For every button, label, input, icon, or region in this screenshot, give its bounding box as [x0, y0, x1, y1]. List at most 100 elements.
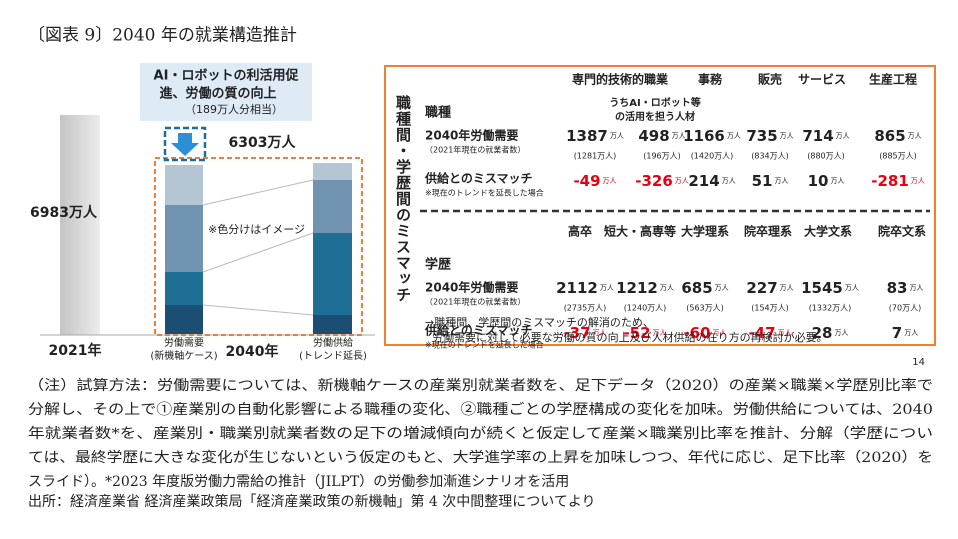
note-line: 年就業者数*を、産業別・職業別就業者数の足下の増減傾向が続くと仮定して産業×職業… — [28, 425, 933, 442]
unit: 万人 — [904, 329, 918, 337]
mismatch-value: 51 万人 — [752, 172, 789, 190]
unit: 万人 — [834, 329, 848, 337]
current-value: (154万人) — [751, 304, 789, 313]
page-number: 14 — [912, 357, 925, 368]
current-value: (1420万人) — [691, 152, 734, 161]
demand-value: 498 万人 — [638, 127, 685, 145]
column-header: 大学理系 — [681, 224, 729, 239]
note-line: （注）試算方法：労働需要については、新機軸ケースの産業別就業者数を、足下データ（… — [28, 377, 933, 394]
mismatch-value: -37 万人 — [563, 324, 606, 342]
bar-label: (トレンド延長) — [299, 350, 367, 362]
mismatch-value: -47 万人 — [748, 324, 791, 342]
unit: 万人 — [836, 132, 850, 140]
current-value: (70万人) — [889, 304, 921, 313]
unit: 万人 — [845, 284, 859, 292]
value: 714 — [802, 127, 833, 145]
conclusion: →職種間、学歴間のミスマッチの解消のため、 — [425, 315, 654, 329]
subheader: うちAI・ロボット等 — [609, 96, 700, 109]
unit: 万人 — [672, 132, 686, 140]
row-label: 2040年労働需要 — [425, 128, 518, 143]
value: -47 — [748, 324, 775, 342]
mismatch-value: 7 万人 — [892, 324, 918, 342]
demand-value: 1387 万人 — [566, 127, 624, 145]
demand-value: 735 万人 — [746, 127, 793, 145]
bar-label: (新機軸ケース) — [150, 349, 217, 362]
row-sublabel: （2021年現在の就業者数） — [425, 145, 525, 155]
unit: 万人 — [911, 177, 925, 185]
row-label: 2040年労働需要 — [425, 280, 518, 295]
callout-note: （189万人分相当） — [185, 102, 283, 116]
mismatch-value: -281 万人 — [871, 172, 925, 190]
value: -49 — [573, 172, 600, 190]
row-sublabel: ※現在のトレンドを延長した場合 — [425, 188, 544, 198]
unit: 万人 — [660, 284, 674, 292]
value: 214 — [688, 172, 719, 190]
value: 685 — [681, 279, 712, 297]
mismatch-value: -60 万人 — [683, 324, 726, 342]
connector-lines — [202, 179, 314, 316]
row-label: 供給とのミスマッチ — [424, 323, 533, 338]
value: -37 — [563, 324, 590, 342]
conclusion: 労働需要に対して必要な労働の質の向上及び人材供給の在り方の再検討が必要。 — [432, 330, 828, 344]
demand-value: 1212 万人 — [616, 279, 674, 297]
current-value: (834万人) — [751, 152, 789, 161]
unit: 万人 — [909, 284, 923, 292]
subheader: の活用を担う人材 — [615, 110, 695, 123]
demand-value: 83 万人 — [887, 279, 924, 297]
value: 83 — [887, 279, 908, 297]
demand-value: 1545 万人 — [801, 279, 859, 297]
column-header: 短大・高専等 — [604, 224, 676, 239]
value: 51 — [752, 172, 773, 190]
bar-label: 労働供給 — [313, 336, 353, 349]
mismatch-value: 214 万人 — [688, 172, 735, 190]
row-sublabel: （2021年現在の就業者数） — [425, 297, 525, 307]
column-header: 専門的技術的職業 — [572, 72, 669, 87]
unit: 万人 — [830, 177, 844, 185]
mismatch-value: -52 万人 — [623, 324, 666, 342]
value: 227 — [746, 279, 777, 297]
current-value: (1240万人) — [624, 304, 667, 313]
value: 1166 — [683, 127, 725, 145]
row-sublabel: ※現在のトレンドを延長した場合 — [425, 340, 544, 350]
arrow — [171, 133, 199, 156]
value: 7 — [892, 324, 902, 342]
value: 10 — [808, 172, 829, 190]
current-value: (1332万人) — [809, 304, 852, 313]
current-value: (563万人) — [686, 304, 724, 313]
value: 28 — [812, 324, 833, 342]
unit: 万人 — [593, 329, 607, 337]
demand-value: 714 万人 — [802, 127, 849, 145]
value: 1545 — [801, 279, 843, 297]
note-line: 分解し、その上で①産業別の自動化影響による職種の変化、②職種ごとの学歴構成の変化… — [28, 401, 933, 418]
section-label: 学歴 — [425, 257, 451, 273]
unit: 万人 — [774, 177, 788, 185]
total-label: 6983万人 — [30, 204, 98, 221]
demand-value: 685 万人 — [681, 279, 728, 297]
value: 735 — [746, 127, 777, 145]
column-header: 大学文系 — [804, 224, 852, 239]
unit: 万人 — [715, 284, 729, 292]
unit: 万人 — [675, 177, 689, 185]
column-header: 生産工程 — [869, 72, 917, 87]
source: 出所：経済産業省 経済産業政策局「経済産業政策の新機軸」第 4 次中間整理につい… — [28, 493, 596, 510]
column-header: 事務 — [698, 72, 723, 87]
callout-box — [163, 126, 207, 162]
note-line: スライド）。*2023 年度版労働力需給の推計（JILPT）の労働参加漸進シナリ… — [28, 473, 569, 490]
current-value: (2735万人) — [564, 304, 607, 313]
unit: 万人 — [778, 329, 792, 337]
section-label: 職種 — [425, 105, 451, 121]
callout-text: AI・ロボットの利活用促 — [154, 68, 300, 84]
mismatch-value: -49 万人 — [573, 172, 616, 190]
note-line: ては、最終学歴に大きな変化が生じないという仮定のもと、大学進学率の上昇を加味しつ… — [28, 449, 933, 466]
column-header: 販売 — [758, 72, 782, 87]
bar-2021 — [60, 115, 100, 335]
demand-value: 1166 万人 — [683, 127, 741, 145]
unit: 万人 — [653, 329, 667, 337]
year-label: 2040年 — [226, 343, 279, 360]
mismatch-value: -326 万人 — [635, 172, 689, 190]
demand-value: 227 万人 — [746, 279, 793, 297]
value: 1212 — [616, 279, 658, 297]
side-label: 職種間・学歴間のミスマッチ — [394, 94, 412, 303]
current-value: (880万人) — [807, 152, 845, 161]
mismatch-box — [384, 65, 936, 346]
